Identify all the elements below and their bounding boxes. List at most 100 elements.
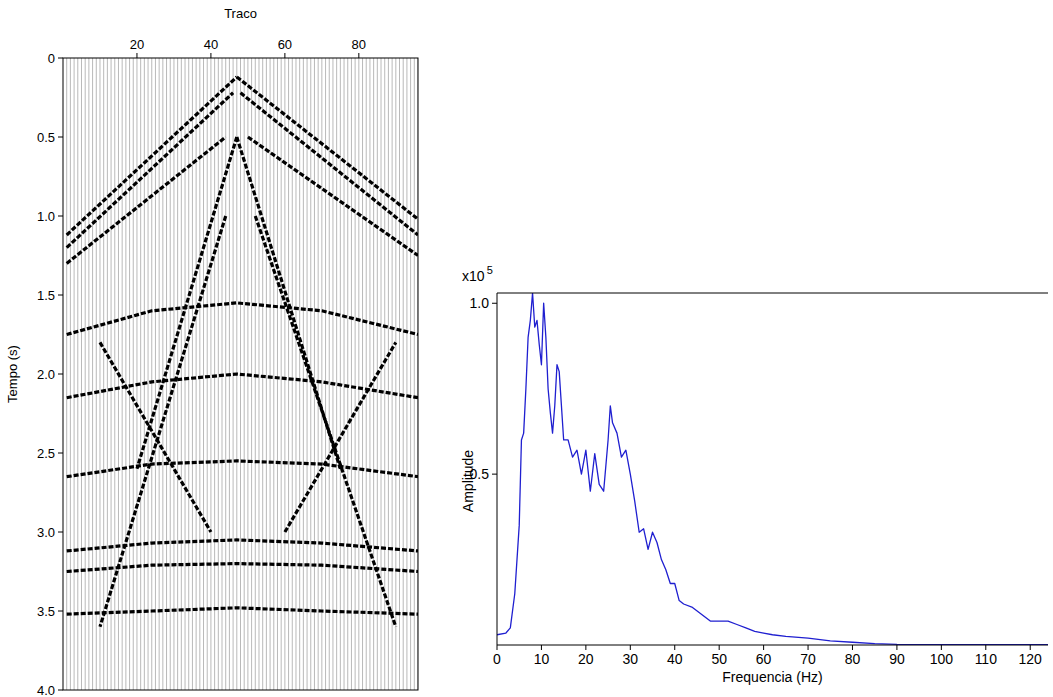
x-axis-title: Frequencia (Hz): [722, 669, 822, 685]
trace: [366, 58, 367, 690]
seismic-event: [241, 93, 419, 235]
x-tick-label: 40: [204, 37, 218, 52]
trace: [358, 58, 359, 690]
trace: [362, 58, 363, 690]
x-tick: [585, 645, 586, 650]
trace: [148, 58, 149, 690]
x-tick-label: 10: [534, 651, 550, 667]
x-tick-label: 70: [800, 651, 816, 667]
y-tick: [58, 690, 63, 691]
x-tick-label: 110: [975, 651, 998, 667]
seismic-event: [67, 77, 237, 235]
trace: [321, 58, 322, 690]
trace: [392, 58, 393, 690]
trace: [125, 58, 126, 690]
trace: [395, 58, 396, 690]
trace: [381, 58, 382, 690]
x-tick-label: 120: [1019, 651, 1043, 667]
x-tick-label: 50: [711, 651, 727, 667]
seismic-event: [67, 93, 233, 248]
spectrum-line: [497, 293, 1048, 645]
y-tick: [492, 303, 497, 304]
plot-frame: [63, 58, 418, 690]
y-multiplier: x10: [462, 268, 485, 284]
x-tick: [497, 645, 498, 650]
trace: [210, 58, 211, 690]
plot-background: [63, 58, 418, 690]
x-tick-label: 80: [845, 651, 861, 667]
y-tick: [58, 532, 63, 533]
trace: [162, 58, 163, 690]
trace: [292, 58, 293, 690]
y-tick: [58, 58, 63, 59]
trace: [77, 58, 78, 690]
trace: [144, 58, 145, 690]
trace: [85, 58, 86, 690]
trace: [318, 58, 319, 690]
plot-area: [63, 58, 418, 690]
y-tick-label: 0.5: [37, 130, 55, 145]
trace: [103, 58, 104, 690]
y-tick: [58, 611, 63, 612]
trace: [403, 58, 404, 690]
x-tick-label: 30: [623, 651, 639, 667]
trace: [188, 58, 189, 690]
x-tick-label: 60: [278, 37, 292, 52]
trace: [199, 58, 200, 690]
seismic-event: [248, 137, 418, 256]
seismic-event: [67, 540, 418, 551]
trace: [284, 58, 285, 690]
trace: [151, 58, 152, 690]
trace: [266, 58, 267, 690]
x-tick-label: 60: [756, 651, 772, 667]
x-axis-line: [497, 645, 1048, 646]
y-tick: [58, 295, 63, 296]
trace: [329, 58, 330, 690]
y-tick: [492, 474, 497, 475]
trace: [173, 58, 174, 690]
trace: [388, 58, 389, 690]
trace: [258, 58, 259, 690]
trace: [347, 58, 348, 690]
trace: [373, 58, 374, 690]
y-tick: [58, 137, 63, 138]
x-tick: [941, 645, 942, 650]
trace: [74, 58, 75, 690]
trace: [303, 58, 304, 690]
plot-area: [497, 293, 1048, 645]
x-tick-label: 90: [889, 651, 905, 667]
trace: [406, 58, 407, 690]
trace: [344, 58, 345, 690]
trace: [355, 58, 356, 690]
trace: [114, 58, 115, 690]
x-tick: [808, 645, 809, 650]
trace: [88, 58, 89, 690]
trace: [107, 58, 108, 690]
x-tick: [852, 645, 853, 650]
y-axis-title: Amplitude: [460, 450, 476, 512]
x-tick-label: 40: [667, 651, 683, 667]
x-tick: [630, 645, 631, 650]
trace: [66, 58, 67, 690]
trace: [181, 58, 182, 690]
seismic-event: [67, 374, 418, 398]
x-tick: [719, 645, 720, 650]
trace: [273, 58, 274, 690]
y-tick-label: 3.0: [37, 525, 55, 540]
y-tick-label: 4.0: [37, 683, 55, 697]
trace: [192, 58, 193, 690]
x-tick-label: 100: [930, 651, 954, 667]
y-axis-title: Tempo (s): [5, 345, 20, 403]
x-tick: [1030, 645, 1031, 650]
trace: [140, 58, 141, 690]
trace: [307, 58, 308, 690]
trace: [295, 58, 296, 690]
seismic-panel: 20406080Traco00.51.01.52.02.53.03.54.0Te…: [5, 6, 418, 697]
x-tick-label: 0: [493, 651, 501, 667]
x-tick-label: 20: [578, 651, 594, 667]
x-tick-label: 80: [352, 37, 366, 52]
trace: [92, 58, 93, 690]
trace: [299, 58, 300, 690]
x-tick: [210, 53, 211, 58]
y-tick-label: 3.5: [37, 604, 55, 619]
